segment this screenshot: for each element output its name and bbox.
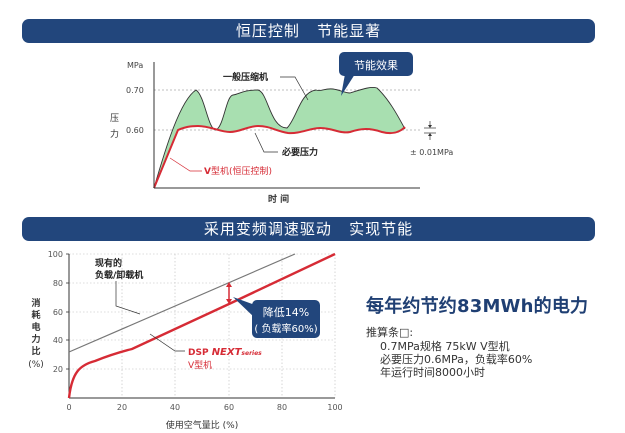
svg-text:40: 40 xyxy=(170,403,180,412)
y-axis-label: 消 耗 电 力 比 (%) xyxy=(28,297,44,370)
svg-text:0: 0 xyxy=(66,403,71,412)
dsp-next-v-type-curve xyxy=(67,252,336,399)
svg-text:60: 60 xyxy=(224,403,234,412)
svg-text:20: 20 xyxy=(53,365,63,374)
dsp-next-label: DSP NEXTseries xyxy=(188,347,262,358)
svg-text:20: 20 xyxy=(117,403,127,412)
x-tick-labels: 0 20 40 60 80 100 xyxy=(66,403,342,412)
existing-label-line2: 负载/卸载机 xyxy=(95,269,143,281)
svg-text:电: 电 xyxy=(31,321,40,333)
pressure-chart: MPa 0.70 0.60 压 力 时 间 一般压缩机 必要压力 V型机(恒压控… xyxy=(110,52,453,205)
reduction-callout-line2: ( 负载率60%) xyxy=(254,322,317,335)
dsp-brand: DSP xyxy=(188,348,212,358)
svg-text:80: 80 xyxy=(53,279,63,288)
reduction-callout-box xyxy=(252,300,320,338)
savings-callout-pointer xyxy=(341,74,355,96)
svg-text:80: 80 xyxy=(277,403,287,412)
required-pressure-label: 必要压力 xyxy=(281,146,318,158)
v-type-pressure-curve xyxy=(153,124,406,189)
svg-text:100: 100 xyxy=(327,403,342,412)
x-axis-label: 使用空气量比 (%) xyxy=(166,419,238,431)
existing-label-line1: 现有的 xyxy=(95,257,122,269)
dsp-model-label: V型机 xyxy=(188,359,212,371)
general-compressor-curve xyxy=(153,87,406,189)
existing-leader xyxy=(115,281,141,315)
dsp-series: series xyxy=(241,350,262,357)
v-type-label: V型机(恒压控制) xyxy=(204,165,272,177)
condition-item: 必要压力0.6MPa，负载率60% xyxy=(380,353,533,366)
tolerance-arrowhead-down xyxy=(428,125,432,128)
v-type-label-rest: 型机(恒压控制) xyxy=(211,165,272,177)
svg-text:比: 比 xyxy=(31,345,40,357)
y-axis-label-2: 力 xyxy=(110,128,119,140)
svg-text:消: 消 xyxy=(31,297,40,309)
required-pressure-leader xyxy=(254,132,278,153)
general-compressor-leader xyxy=(280,76,309,101)
svg-text:100: 100 xyxy=(48,250,63,259)
x-axis-label: 时 间 xyxy=(268,193,289,205)
condition-item: 0.7MPa规格 75kW V型机 xyxy=(380,340,510,353)
existing-load-unload-line xyxy=(68,253,296,353)
savings-area xyxy=(154,87,405,188)
conditions-list: 0.7MPa规格 75kW V型机 必要压力0.6MPa，负载率60% 年运行时… xyxy=(366,340,588,379)
y-tick-marks xyxy=(66,253,69,370)
savings-callout-box xyxy=(339,52,413,76)
savings-headline: 每年约节约83MWh的电力 xyxy=(366,296,589,317)
tick-060: 0.60 xyxy=(126,126,144,135)
conditions-label: 推算条□: xyxy=(366,326,414,339)
v-type-label-prefix: V xyxy=(204,167,211,177)
svg-text:耗: 耗 xyxy=(31,309,40,321)
tolerance-label: ± 0.01MPa xyxy=(410,148,453,157)
top-banner-title: 恒压控制 节能显著 xyxy=(235,22,382,40)
general-compressor-label: 一般压缩机 xyxy=(223,71,268,83)
v-type-leader xyxy=(169,157,202,172)
y-unit-label: MPa xyxy=(127,61,143,70)
reduction-callout-line1: 降低14% xyxy=(263,305,309,319)
reduction-arrowhead-down xyxy=(226,299,232,304)
power-consumption-chart: 降低14% ( 负载率60%) 100 80 60 40 20 0 20 40 … xyxy=(28,250,342,431)
y-tick-labels: 100 80 60 40 20 xyxy=(48,250,63,374)
y-axis-label-1: 压 xyxy=(110,113,119,124)
tolerance-arrowhead-up xyxy=(428,133,432,136)
reduction-arrowhead-up xyxy=(226,282,232,287)
savings-info: 每年约节约83MWh的电力 推算条□: 0.7MPa规格 75kW V型机 必要… xyxy=(366,292,588,379)
dsp-leader xyxy=(149,333,185,352)
savings-callout-text: 节能效果 xyxy=(354,58,398,72)
svg-text:60: 60 xyxy=(53,308,63,317)
bottom-section-banner: 采用变频调速驱动 实现节能 xyxy=(22,217,595,241)
reduction-callout-pointer xyxy=(233,297,255,318)
svg-text:40: 40 xyxy=(53,336,63,345)
svg-text:(%): (%) xyxy=(28,360,44,370)
condition-item: 年运行时间8000小时 xyxy=(380,366,485,379)
tick-070: 0.70 xyxy=(126,86,144,95)
svg-text:力: 力 xyxy=(31,333,40,345)
dsp-next: NEXT xyxy=(212,347,243,358)
bottom-banner-title: 采用变频调速驱动 实现节能 xyxy=(203,220,414,238)
top-section-banner: 恒压控制 节能显著 xyxy=(22,19,595,43)
